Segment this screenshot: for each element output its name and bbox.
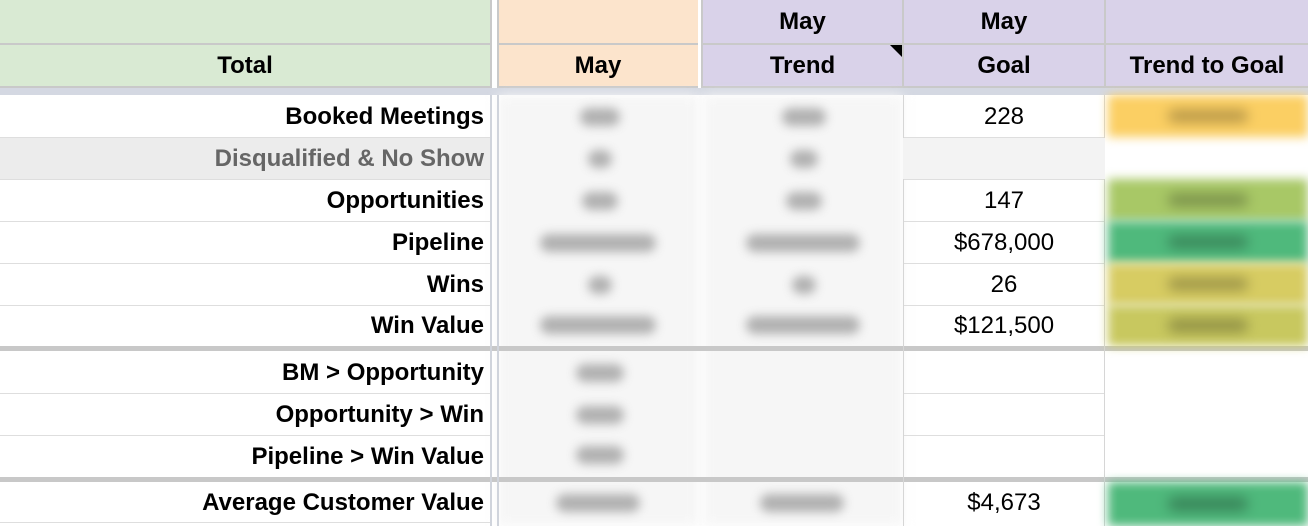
gridline xyxy=(0,522,490,523)
trend-to-goal-cell[interactable] xyxy=(1108,482,1308,526)
trend-to-goal-cell[interactable] xyxy=(1108,305,1308,346)
row-label-opportunities[interactable]: Opportunities xyxy=(326,186,484,214)
goal-opportunity-win[interactable] xyxy=(903,394,1105,435)
blurred-value xyxy=(760,494,844,512)
blurred-value xyxy=(588,150,612,168)
blurred-value xyxy=(588,276,612,294)
goal-win-value[interactable]: $121,500 xyxy=(953,312,1055,339)
blurred-value xyxy=(582,192,618,210)
gridline xyxy=(0,263,490,264)
section-separator xyxy=(0,346,1308,351)
row-label-pipeline-win-value[interactable]: Pipeline > Win Value xyxy=(251,442,484,470)
header-divider xyxy=(490,0,492,90)
blurred-value xyxy=(576,406,624,424)
column-divider xyxy=(1104,95,1105,526)
row-label-booked-meetings[interactable]: Booked Meetings xyxy=(285,102,484,130)
blurred-value xyxy=(790,150,818,168)
header-divider xyxy=(1104,0,1106,90)
comment-indicator-icon[interactable] xyxy=(890,45,902,57)
gridline xyxy=(0,137,490,138)
header-trend-top[interactable]: May xyxy=(703,0,902,45)
row-label-disqualified-no-show[interactable]: Disqualified & No Show xyxy=(214,144,484,172)
header-total-top xyxy=(0,0,490,45)
gridline xyxy=(0,435,490,436)
column-divider[interactable] xyxy=(497,95,499,526)
blurred-value xyxy=(792,276,816,294)
goal-opportunities[interactable]: 147 xyxy=(983,186,1025,214)
column-divider xyxy=(903,95,904,526)
header-goal-top[interactable]: May xyxy=(904,0,1104,45)
gridline xyxy=(903,263,1105,264)
gridline xyxy=(903,393,1105,394)
blurred-value xyxy=(786,192,822,210)
gridline xyxy=(0,305,490,306)
header-trend[interactable]: Trend xyxy=(703,45,902,88)
header-divider xyxy=(497,0,499,90)
header-may[interactable]: May xyxy=(498,45,698,88)
header-divider xyxy=(902,0,904,90)
gridline xyxy=(903,179,1105,180)
row-label-average-customer-value[interactable]: Average Customer Value xyxy=(202,489,484,516)
gridline xyxy=(0,179,490,180)
row-label-win-value[interactable]: Win Value xyxy=(370,312,484,339)
blurred-value xyxy=(782,108,826,126)
blurred-value xyxy=(746,234,860,252)
goal-booked-meetings[interactable]: 228 xyxy=(983,102,1025,130)
gridline xyxy=(903,137,1105,138)
goal-pipeline-win-value[interactable] xyxy=(903,436,1105,477)
header-goal[interactable]: Goal xyxy=(904,45,1104,88)
section-separator xyxy=(0,477,1308,482)
row-label-pipeline[interactable]: Pipeline xyxy=(391,228,484,256)
header-divider xyxy=(701,0,703,90)
column-divider[interactable] xyxy=(490,95,492,526)
header-trend-to-goal-top xyxy=(1106,0,1308,45)
gridline xyxy=(903,435,1105,436)
row-label-bm-opportunity[interactable]: BM > Opportunity xyxy=(282,358,484,386)
row-label-opportunity-win[interactable]: Opportunity > Win xyxy=(275,400,484,428)
gridline xyxy=(903,305,1105,306)
trend-to-goal-cell[interactable] xyxy=(1108,95,1308,137)
blurred-value xyxy=(556,494,640,512)
goal-wins[interactable]: 26 xyxy=(990,270,1018,298)
frozen-row-divider[interactable] xyxy=(0,88,1308,95)
goal-average-customer-value[interactable]: $4,673 xyxy=(967,489,1041,516)
trend-to-goal-cell[interactable] xyxy=(1108,221,1308,263)
blurred-value xyxy=(580,108,620,126)
blurred-value xyxy=(576,364,624,382)
header-total[interactable]: Total xyxy=(0,45,490,88)
gridline xyxy=(903,221,1105,222)
blurred-value xyxy=(576,446,624,464)
gridline xyxy=(0,221,490,222)
row-shade xyxy=(0,137,490,179)
blurred-value xyxy=(540,316,656,334)
header-may-top xyxy=(498,0,698,45)
blurred-value xyxy=(746,316,860,334)
goal-bm-opportunity[interactable] xyxy=(903,352,1105,393)
blurred-value xyxy=(540,234,656,252)
trend-to-goal-cell[interactable] xyxy=(1108,263,1308,305)
goal-pipeline[interactable]: $678,000 xyxy=(953,228,1055,256)
trend-to-goal-cell[interactable] xyxy=(1108,179,1308,221)
goal-disqualified-no-show[interactable] xyxy=(903,138,1105,179)
header-trend-to-goal[interactable]: Trend to Goal xyxy=(1106,45,1308,88)
row-label-wins[interactable]: Wins xyxy=(426,270,484,298)
gridline xyxy=(0,393,490,394)
